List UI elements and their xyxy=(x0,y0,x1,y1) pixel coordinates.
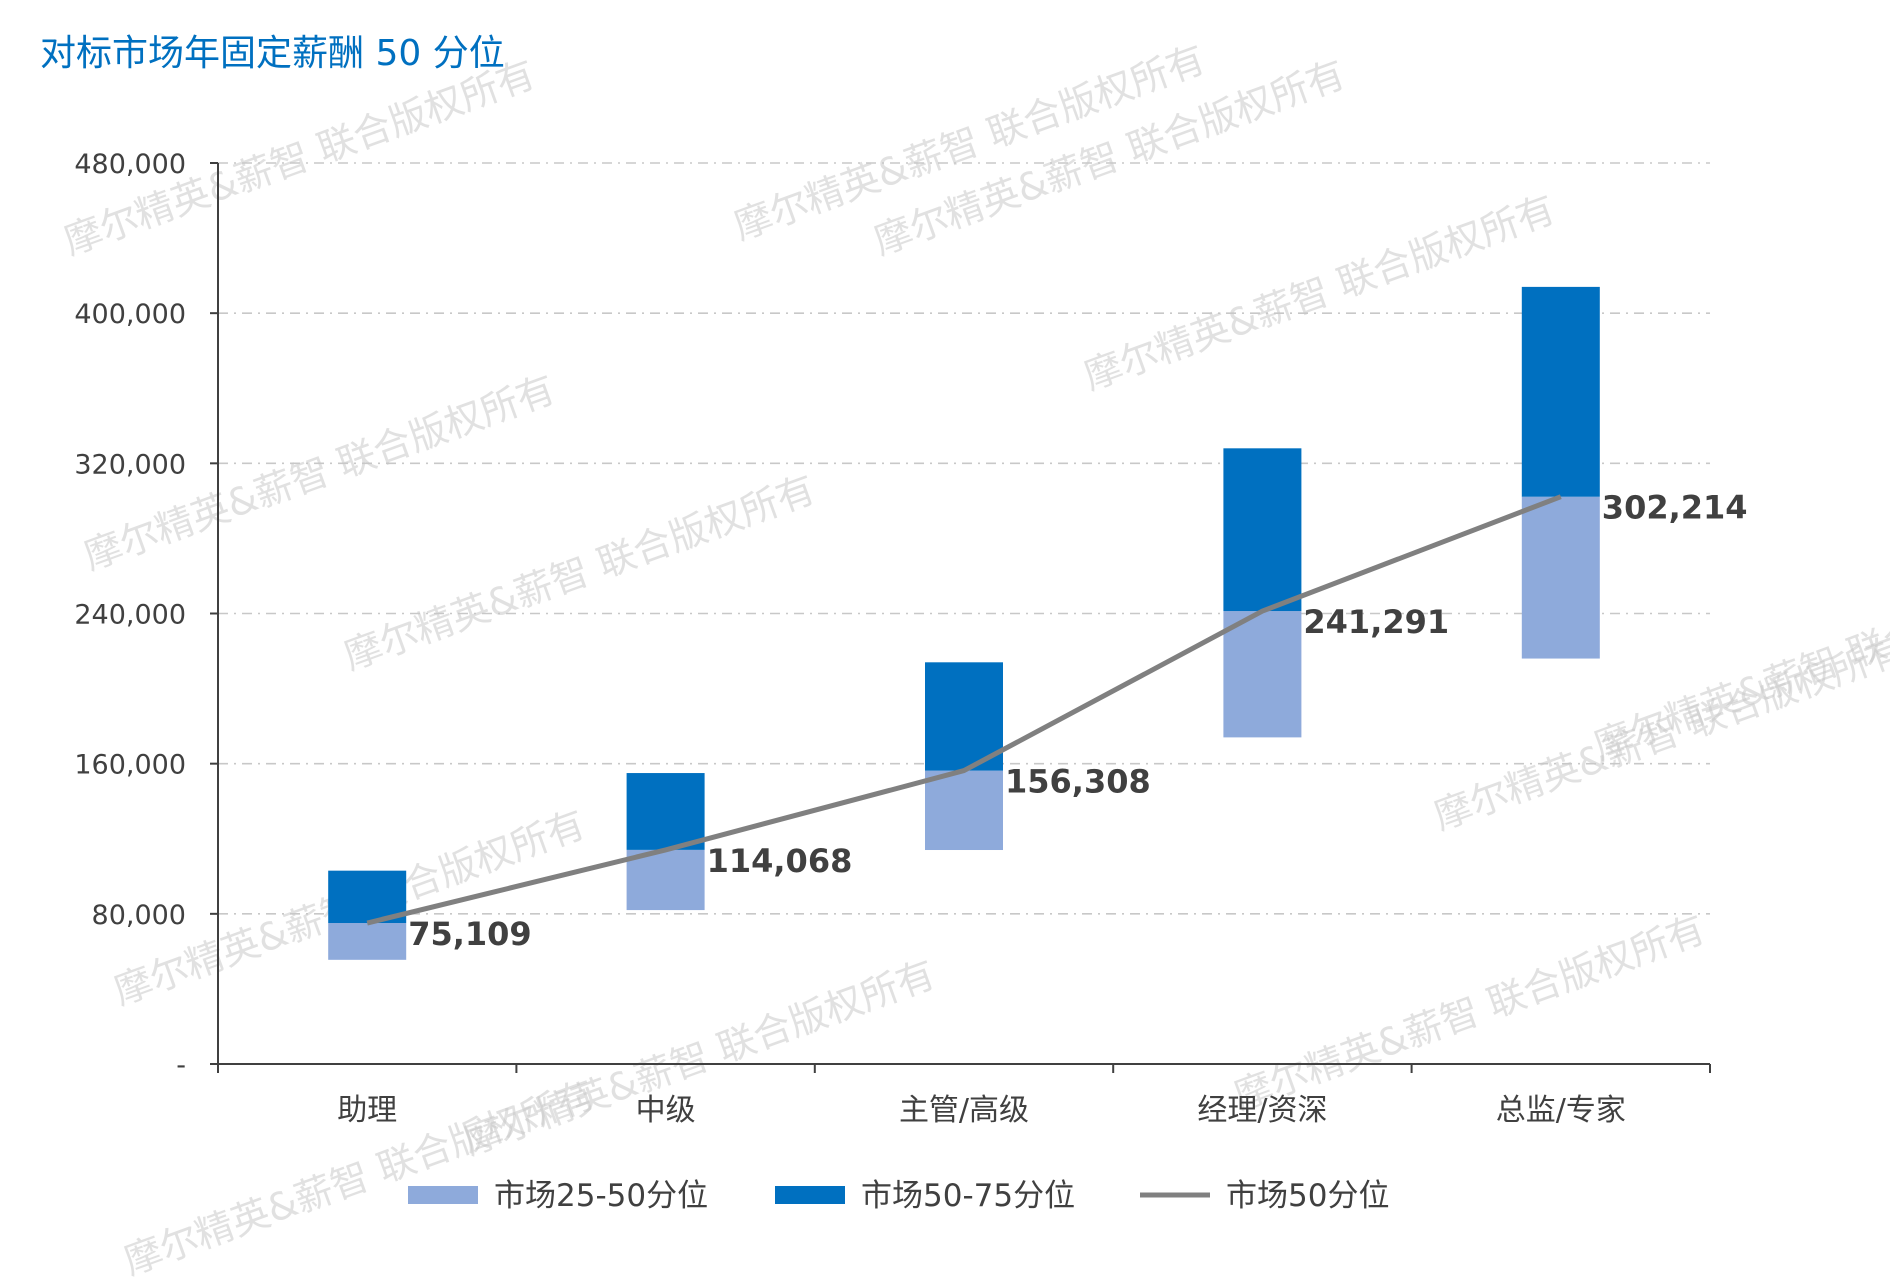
chart-title: 对标市场年固定薪酬 50 分位 xyxy=(40,33,505,74)
data-label: 156,308 xyxy=(1005,763,1151,801)
legend-swatch xyxy=(408,1186,478,1204)
x-tick-label: 中级 xyxy=(636,1093,696,1128)
y-tick-label: - xyxy=(176,1050,186,1081)
bar-25-50 xyxy=(1223,611,1302,738)
data-label: 114,068 xyxy=(707,842,853,880)
x-tick-label: 总监/专家 xyxy=(1496,1093,1626,1128)
x-tick-label: 主管/高级 xyxy=(899,1093,1029,1128)
y-tick-label: 240,000 xyxy=(74,600,186,631)
y-tick-label: 320,000 xyxy=(74,449,186,480)
legend-swatch xyxy=(775,1186,845,1204)
legend-label: 市场50分位 xyxy=(1226,1178,1389,1214)
watermark-text: 摩尔精英&薪智 联合版权所有 xyxy=(1078,187,1561,399)
bar-50-75 xyxy=(1223,448,1302,612)
x-tick-label: 经理/资深 xyxy=(1197,1093,1327,1128)
bar-25-50 xyxy=(1521,496,1600,659)
bar-25-50 xyxy=(626,849,705,911)
y-tick-label: 480,000 xyxy=(74,149,186,180)
watermark-text: 摩尔精英&薪智 联合版权所有 xyxy=(1588,557,1890,769)
watermark-text: 摩尔精英&薪智 联合版权所有 xyxy=(1228,907,1711,1119)
bar-50-75 xyxy=(626,773,705,850)
y-tick-label: 400,000 xyxy=(74,299,186,330)
data-label: 75,109 xyxy=(408,915,531,953)
bar-50-75 xyxy=(1521,286,1600,497)
y-tick-label: 80,000 xyxy=(92,900,186,931)
data-label: 241,291 xyxy=(1303,603,1449,641)
legend-label: 市场25-50分位 xyxy=(494,1178,708,1214)
y-tick-label: 160,000 xyxy=(74,750,186,781)
bar-25-50 xyxy=(925,770,1003,851)
median-line xyxy=(366,494,1562,926)
bar-25-50 xyxy=(328,923,407,960)
bar-50-75 xyxy=(925,662,1003,771)
x-tick-label: 助理 xyxy=(337,1093,397,1128)
legend-label: 市场50-75分位 xyxy=(861,1178,1075,1214)
data-label: 302,214 xyxy=(1602,489,1748,527)
watermark-text: 摩尔精英&薪智 联合版权所有 xyxy=(338,467,821,679)
